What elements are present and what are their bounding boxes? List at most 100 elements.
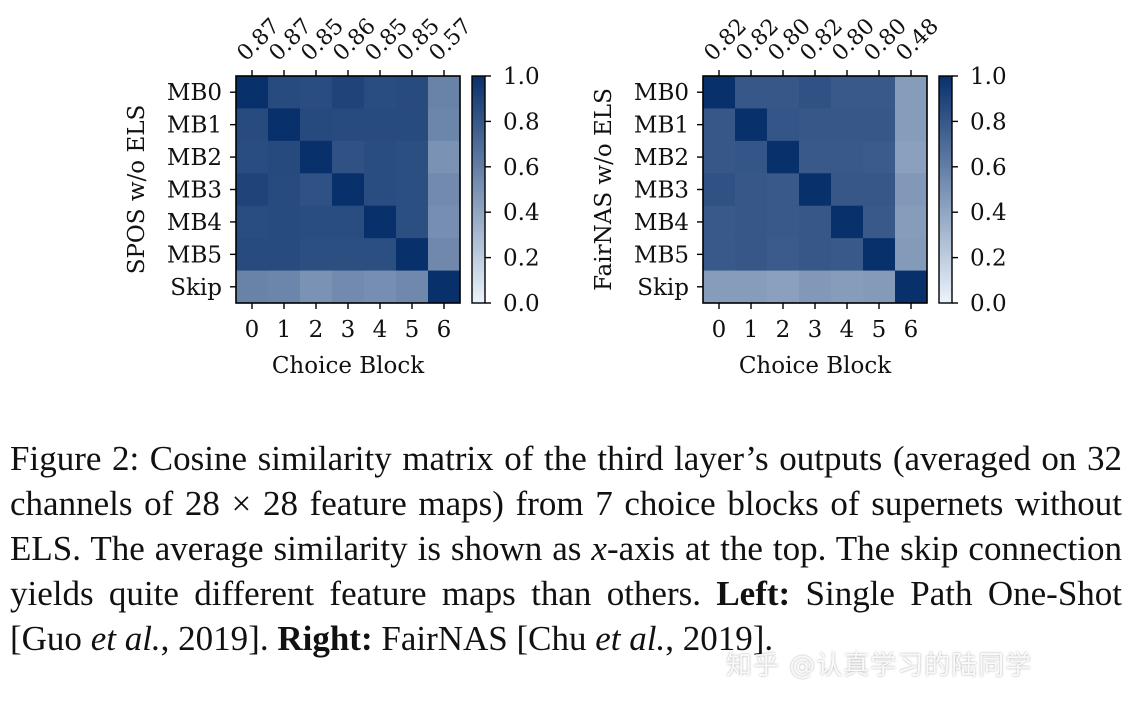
colorbar-tick-label: 0.6 xyxy=(970,155,1007,181)
heatmap-cell xyxy=(332,270,365,304)
heatmap-cell xyxy=(332,205,365,239)
colorbar xyxy=(938,75,953,304)
row-label: MB5 xyxy=(167,242,222,268)
heatmap-cell xyxy=(863,238,896,272)
colorbar-tick-label: 0.2 xyxy=(503,246,540,272)
row-label: MB2 xyxy=(167,145,222,171)
heatmap-cell xyxy=(396,173,429,207)
heatmap-cell xyxy=(895,238,928,272)
heatmap-cell xyxy=(895,140,928,174)
colorbar xyxy=(471,75,486,304)
heatmap-cell xyxy=(268,205,301,239)
row-label: MB3 xyxy=(167,178,222,204)
heatmap-cell xyxy=(767,270,800,304)
colorbar-tick-label: 0.8 xyxy=(970,109,1007,135)
heatmap-cell xyxy=(799,238,832,272)
heatmap-cell xyxy=(364,76,397,109)
caption-left-label: Left: xyxy=(716,574,791,613)
colorbar-tick-label: 0.0 xyxy=(503,291,540,317)
heatmap-cell xyxy=(428,238,461,272)
col-label: 6 xyxy=(904,317,919,343)
heatmap-cell xyxy=(767,205,800,239)
heatmap-cell xyxy=(300,238,333,272)
heatmap-cell xyxy=(703,270,736,304)
row-label: Skip xyxy=(637,275,689,301)
heatmap-cell xyxy=(332,140,365,174)
colorbar-tick-label: 0.0 xyxy=(970,291,1007,317)
heatmap-cell xyxy=(396,205,429,239)
heatmap-cell xyxy=(268,238,301,272)
heatmap-cell xyxy=(799,76,832,109)
heatmap-cell xyxy=(300,76,333,109)
heatmap-cell xyxy=(831,238,864,272)
heatmap-cell xyxy=(863,173,896,207)
x-axis-label: Choice Block xyxy=(739,353,892,379)
heatmap-cell xyxy=(767,238,800,272)
heatmap-cell xyxy=(895,76,928,109)
heatmap-cell xyxy=(767,140,800,174)
heatmap-cell xyxy=(703,76,736,109)
heatmap-cell xyxy=(236,238,269,272)
heatmap-cell xyxy=(767,76,800,109)
heatmap-cell xyxy=(799,173,832,207)
col-label: 0 xyxy=(245,317,260,343)
heatmap-cell xyxy=(863,270,896,304)
heatmap-cell xyxy=(396,238,429,272)
heatmap-cell xyxy=(236,108,269,142)
heatmap-cell xyxy=(831,205,864,239)
heatmap-cell xyxy=(332,76,365,109)
col-label: 0 xyxy=(712,317,727,343)
x-axis-label: Choice Block xyxy=(272,353,425,379)
col-label: 1 xyxy=(277,317,292,343)
heatmap-cell xyxy=(268,108,301,142)
col-label: 4 xyxy=(373,317,388,343)
heatmap-cell xyxy=(799,205,832,239)
caption-suffix: -axis at the top. The skip connection yi… xyxy=(10,529,1122,613)
heatmap-cell xyxy=(863,140,896,174)
caption-right-year: , 2019]. xyxy=(665,619,774,658)
heatmap-cell xyxy=(268,173,301,207)
col-label: 4 xyxy=(840,317,855,343)
col-label: 2 xyxy=(309,317,324,343)
heatmap-cell xyxy=(831,270,864,304)
heatmap-cell xyxy=(895,205,928,239)
heatmap-cell xyxy=(300,173,333,207)
col-label: 5 xyxy=(405,317,420,343)
heatmap-cell xyxy=(831,108,864,142)
caption-et-al-2: et al. xyxy=(595,619,666,658)
heatmap-cell xyxy=(831,76,864,109)
col-label: 5 xyxy=(872,317,887,343)
caption-left-text: Single Path One-Shot [Guo xyxy=(10,574,1123,658)
heatmap-cell xyxy=(799,270,832,304)
heatmap-cell xyxy=(735,270,768,304)
heatmap-cell xyxy=(364,270,397,304)
row-label: MB0 xyxy=(167,80,222,106)
heatmap-cell xyxy=(895,270,928,304)
heatmap-cell xyxy=(300,108,333,142)
row-label: MB1 xyxy=(167,113,222,139)
heatmap-cell xyxy=(332,108,365,142)
col-label: 6 xyxy=(437,317,452,343)
heatmap-cell xyxy=(332,238,365,272)
heatmap-cell xyxy=(364,140,397,174)
row-label: MB1 xyxy=(634,113,689,139)
row-label: MB4 xyxy=(634,210,689,236)
heatmap-cell xyxy=(236,205,269,239)
caption-right-label: Right: xyxy=(277,619,373,658)
heatmap-cell xyxy=(863,76,896,109)
heatmap-cell xyxy=(428,76,461,109)
heatmap-cell xyxy=(428,108,461,142)
heatmap-cell xyxy=(236,76,269,109)
heatmap-cell xyxy=(703,205,736,239)
heatmap-cell xyxy=(799,108,832,142)
heatmap-cell xyxy=(735,238,768,272)
heatmap-cell xyxy=(396,270,429,304)
heatmap-cell xyxy=(428,173,461,207)
y-axis-label: FairNAS w/o ELS xyxy=(591,88,617,291)
heatmap-cell xyxy=(236,140,269,174)
heatmap-cell xyxy=(735,76,768,109)
heatmap-cell xyxy=(703,140,736,174)
row-label: MB4 xyxy=(167,210,222,236)
